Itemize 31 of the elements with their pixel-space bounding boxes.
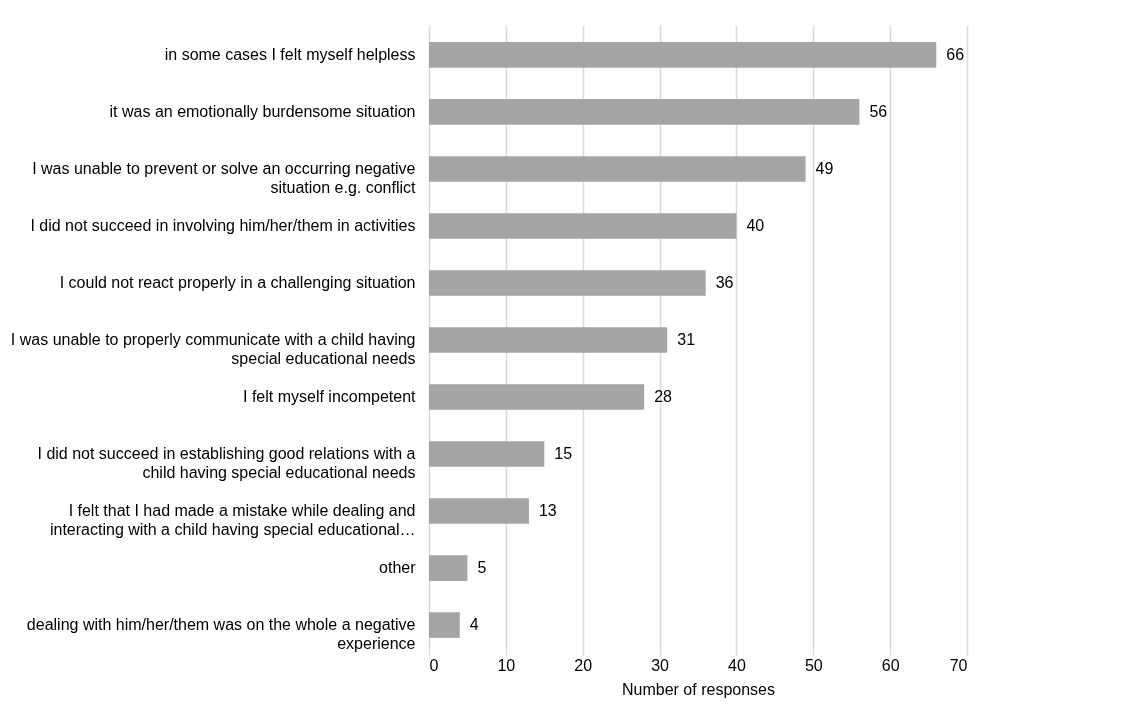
data-label: 66 xyxy=(946,45,965,63)
x-tick-label: 20 xyxy=(574,656,593,674)
x-tick-label: 70 xyxy=(949,656,968,674)
x-tick-label: 60 xyxy=(881,656,900,674)
data-label: 4 xyxy=(469,616,479,634)
y-tick-label: in some cases I felt myself helpless xyxy=(164,45,416,63)
y-tick-label: it was an emotionally burdensome situation xyxy=(109,102,416,120)
x-tick-label: 50 xyxy=(804,656,823,674)
data-label: 40 xyxy=(746,216,765,234)
data-label: 49 xyxy=(815,159,834,177)
x-axis-title: Number of responses xyxy=(622,680,775,698)
y-tick-label: I could not react properly in a challenging situation xyxy=(59,273,416,291)
data-label: 56 xyxy=(869,102,888,120)
x-tick-label: 40 xyxy=(728,656,746,674)
x-tick-label: 0 xyxy=(429,656,439,674)
data-label: 28 xyxy=(654,388,673,406)
y-tick-label: I was unable to properly communicate with a child having special educational needs xyxy=(10,331,416,367)
x-tick-label: 10 xyxy=(497,656,516,674)
data-label: 13 xyxy=(538,502,557,520)
y-tick-label: I felt myself incompetent xyxy=(242,388,417,406)
data-label: 15 xyxy=(554,445,573,463)
y-tick-label: I felt that I had made a mistake while dealing and interacting with a child having special educational… xyxy=(49,502,416,539)
y-tick-label: other xyxy=(379,559,417,577)
y-tick-label: dealing with him/her/them was on the whole a negative experience xyxy=(26,616,416,653)
y-tick-label: I did not succeed in establishing good relations with a child having special educational needs xyxy=(37,445,416,482)
data-label: 36 xyxy=(715,273,734,291)
data-label: 5 xyxy=(477,559,487,577)
x-tick-label: 30 xyxy=(651,656,670,674)
data-label: 31 xyxy=(677,331,696,348)
y-tick-label: I did not succeed in involving him/her/them in activities xyxy=(30,216,416,234)
y-tick-label: I was unable to prevent or solve an occurring negative situation e.g. conflict xyxy=(32,159,417,196)
